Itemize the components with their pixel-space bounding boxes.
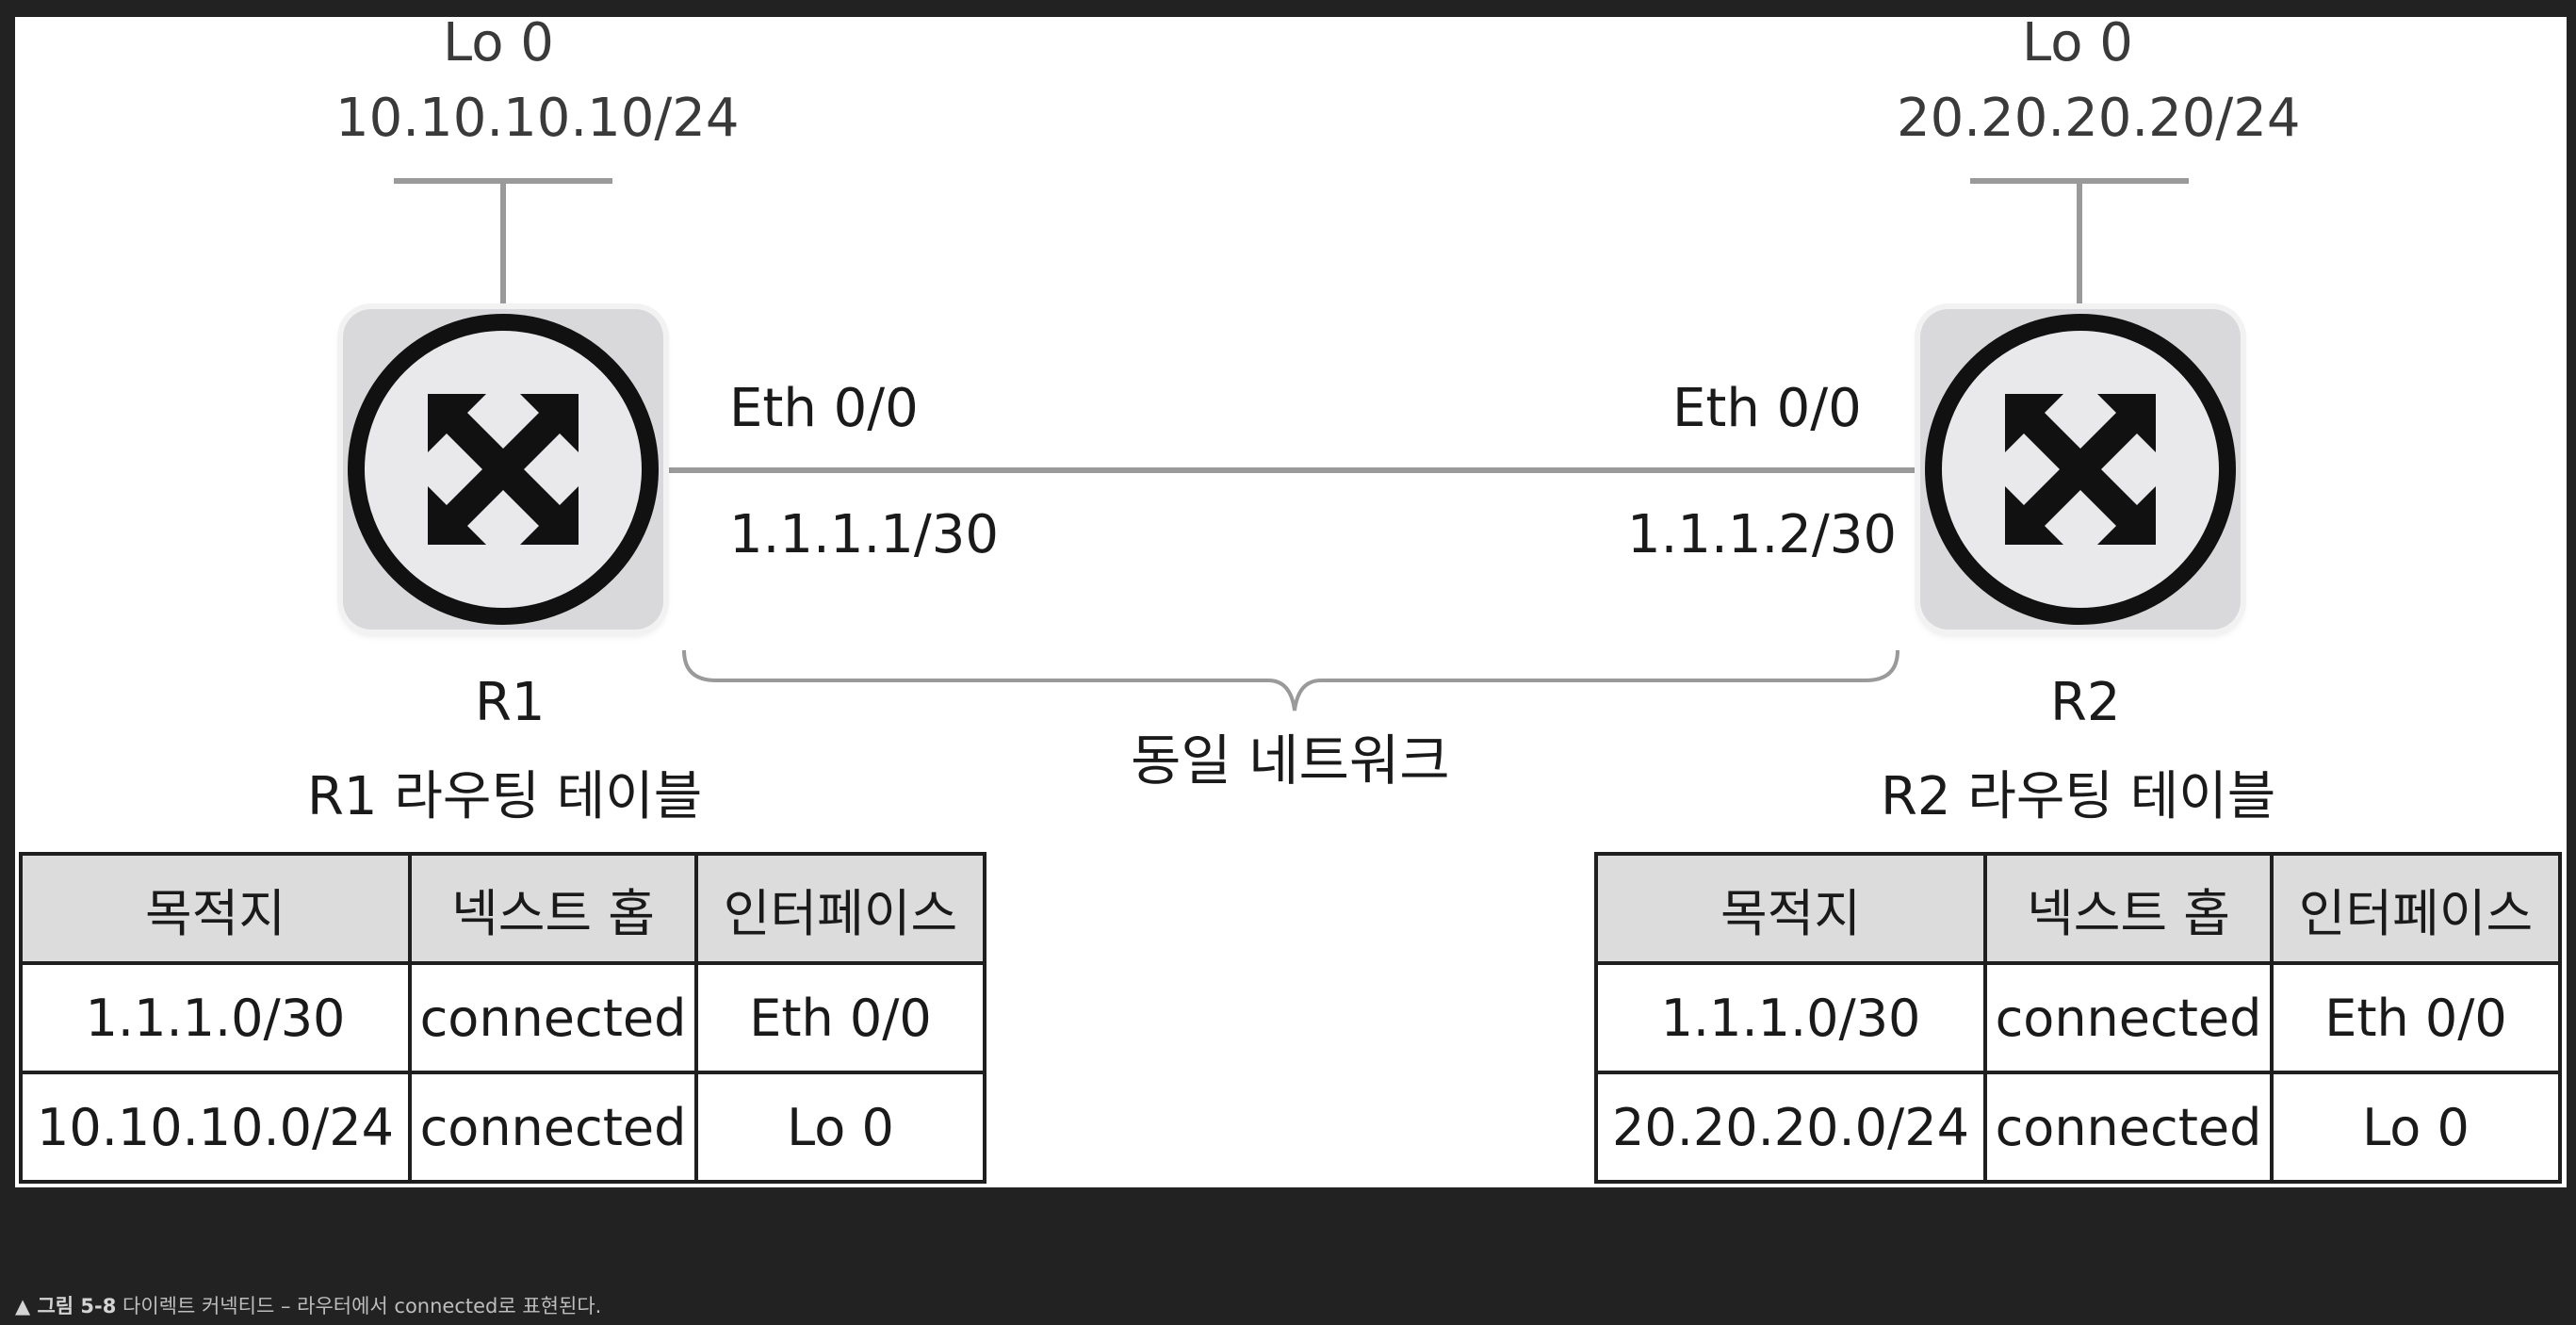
r1-eth-ip: 1.1.1.1/30 bbox=[729, 504, 1000, 565]
table-cell: 1.1.1.0/30 bbox=[19, 961, 412, 1074]
same-network-label: 동일 네트워크 bbox=[1131, 728, 1450, 793]
column-header-interface: 인터페이스 bbox=[694, 852, 986, 965]
r1-router-icon bbox=[343, 309, 663, 630]
table-cell: Lo 0 bbox=[2270, 1071, 2562, 1184]
caption-marker: ▲ 그림 5-8 bbox=[15, 1295, 117, 1317]
column-header-destination: 목적지 bbox=[1594, 852, 1987, 965]
table-header-row: 목적지 넥스트 홉 인터페이스 bbox=[1594, 852, 2562, 965]
column-header-destination: 목적지 bbox=[19, 852, 412, 965]
same-network-brace bbox=[682, 649, 1899, 712]
r2-loopback-ip: 20.20.20.20/24 bbox=[1897, 88, 2301, 149]
diagram-lines bbox=[394, 178, 2189, 712]
r1-loopback-ip: 10.10.10.10/24 bbox=[335, 88, 740, 149]
table-cell: connected bbox=[1983, 961, 2274, 1074]
table-row: 1.1.1.0/30 connected Eth 0/0 bbox=[1594, 961, 2562, 1074]
caption-text: 다이렉트 커넥티드 – 라우터에서 connected로 표현된다. bbox=[116, 1295, 602, 1317]
network-diagram: Lo 0 10.10.10.10/24 Lo 0 20.20.20.20/24 … bbox=[15, 17, 2567, 1187]
r2-table-title: R2 라우팅 테이블 bbox=[1881, 766, 2276, 827]
r2-router-icon bbox=[1920, 309, 2241, 630]
table-row: 10.10.10.0/24 connected Lo 0 bbox=[19, 1071, 986, 1184]
r2-eth-name: Eth 0/0 bbox=[1672, 378, 1862, 439]
table-row: 1.1.1.0/30 connected Eth 0/0 bbox=[19, 961, 986, 1074]
table-header-row: 목적지 넥스트 홉 인터페이스 bbox=[19, 852, 986, 965]
table-row: 20.20.20.0/24 connected Lo 0 bbox=[1594, 1071, 2562, 1184]
r2-router-name: R2 bbox=[2050, 672, 2121, 733]
column-header-next-hop: 넥스트 홉 bbox=[1983, 852, 2274, 965]
r2-eth-ip: 1.1.1.2/30 bbox=[1627, 504, 1898, 565]
r1-table-title: R1 라우팅 테이블 bbox=[307, 766, 703, 827]
r2-loopback-name: Lo 0 bbox=[2022, 17, 2133, 74]
figure-caption: ▲ 그림 5-8 다이렉트 커넥티드 – 라우터에서 connected로 표현… bbox=[15, 1291, 601, 1319]
column-header-next-hop: 넥스트 홉 bbox=[408, 852, 698, 965]
table-cell: 1.1.1.0/30 bbox=[1594, 961, 1987, 1074]
table-cell: connected bbox=[1983, 1071, 2274, 1184]
r1-router-name: R1 bbox=[475, 672, 546, 733]
table-cell: 20.20.20.0/24 bbox=[1594, 1071, 1987, 1184]
r1-routing-table: 목적지 넥스트 홉 인터페이스 1.1.1.0/30 connected Eth… bbox=[19, 852, 986, 1184]
table-cell: Lo 0 bbox=[694, 1071, 986, 1184]
column-header-interface: 인터페이스 bbox=[2270, 852, 2562, 965]
r1-loopback-name: Lo 0 bbox=[443, 17, 554, 74]
r1-eth-name: Eth 0/0 bbox=[729, 378, 919, 439]
table-cell: 10.10.10.0/24 bbox=[19, 1071, 412, 1184]
table-cell: connected bbox=[408, 1071, 698, 1184]
table-cell: connected bbox=[408, 961, 698, 1074]
table-cell: Eth 0/0 bbox=[694, 961, 986, 1074]
table-cell: Eth 0/0 bbox=[2270, 961, 2562, 1074]
r2-routing-table: 목적지 넥스트 홉 인터페이스 1.1.1.0/30 connected Eth… bbox=[1594, 852, 2562, 1184]
